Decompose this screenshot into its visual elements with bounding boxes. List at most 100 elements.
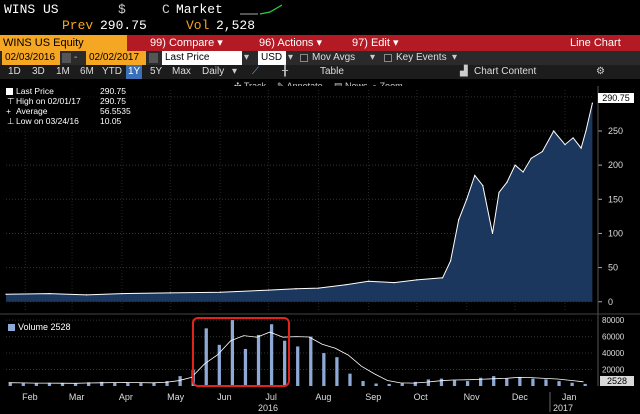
price-point <box>48 292 51 295</box>
edit-menu[interactable]: 97) Edit ▾ <box>348 35 399 51</box>
x-tick-label: Apr <box>119 392 133 402</box>
price-tick-label: 250 <box>608 126 623 136</box>
price-point <box>393 282 395 284</box>
volume-bar <box>505 378 509 386</box>
price-field-select[interactable]: Last Price <box>162 51 242 65</box>
price-point <box>514 164 516 166</box>
mov-avgs-checkbox[interactable] <box>300 54 308 62</box>
chevron-down-icon[interactable]: ▾ <box>452 52 458 63</box>
x-tick-label: Dec <box>512 392 529 402</box>
key-events-label[interactable]: Key Events <box>396 52 447 63</box>
volume-bar <box>544 379 548 386</box>
range-1m[interactable]: 1M <box>56 66 70 77</box>
volume-tick-label: 20000 <box>602 366 625 375</box>
function-bar: WINS US Equity 99) Compare ▾ 96) Actions… <box>0 35 640 51</box>
price-point <box>474 174 476 176</box>
volume-bar <box>73 383 78 386</box>
start-date-field[interactable]: 02/03/2016 <box>2 51 60 65</box>
price-point <box>345 284 347 286</box>
volume-bar <box>139 383 143 386</box>
edit-number: 97) <box>352 37 368 49</box>
security-field[interactable]: WINS US Equity <box>0 35 127 51</box>
mov-avgs-label[interactable]: Mov Avgs <box>312 52 356 63</box>
actions-menu[interactable]: 96) Actions ▾ <box>255 35 322 51</box>
volume-bar <box>492 376 496 386</box>
volume-tick-label: 60000 <box>602 333 625 342</box>
price-point <box>85 294 88 296</box>
range-5y[interactable]: 5Y <box>150 66 163 77</box>
chevron-down-icon[interactable]: ▾ <box>232 66 238 77</box>
compare-label: Compare <box>168 37 215 49</box>
range-3d[interactable]: 3D <box>32 66 45 77</box>
x-tick-label: Jun <box>217 392 232 402</box>
x-tick-label: May <box>167 392 185 402</box>
chevron-down-icon: ▾ <box>393 37 399 49</box>
price-point <box>585 130 587 132</box>
market-label: Market <box>176 2 223 17</box>
volume-bar <box>413 381 417 386</box>
last-price-tag: 290.75 <box>598 93 634 103</box>
volume-bar <box>426 379 431 386</box>
range-ytd[interactable]: YTD <box>102 66 122 77</box>
price-point <box>5 293 7 295</box>
price-point <box>591 102 593 104</box>
volume-bar <box>518 376 522 386</box>
volume-bar <box>204 328 208 386</box>
volume-highlight-box <box>192 317 290 387</box>
price-legend: Last Price 290.75 ⊤ High on 02/01/17 290… <box>4 86 142 131</box>
x-tick-label: Feb <box>22 392 38 402</box>
crosshair-icon[interactable]: ╂ <box>282 66 289 77</box>
price-point <box>498 191 500 194</box>
range-max[interactable]: Max <box>172 66 191 77</box>
volume-bar <box>230 320 235 386</box>
volume-bar <box>296 346 300 386</box>
currency-select[interactable]: USD <box>258 51 286 65</box>
x-tick-label: Oct <box>414 392 429 402</box>
volume-bar <box>374 383 378 386</box>
chart-content-button[interactable]: Chart Content <box>474 66 537 77</box>
view-label: Line Chart <box>570 37 621 49</box>
volume-tag: 2528 <box>600 376 634 386</box>
price-point <box>458 219 460 221</box>
volume-bar <box>113 382 117 386</box>
end-date-field[interactable]: 02/02/2017 <box>86 51 146 65</box>
volume-bar <box>361 381 365 386</box>
price-tick-label: 0 <box>608 297 613 307</box>
volume-bar <box>87 382 91 386</box>
volume-legend: Volume 2528 <box>8 322 71 332</box>
volume-bar <box>335 357 339 386</box>
calendar-icon[interactable] <box>62 53 71 63</box>
range-6m[interactable]: 6M <box>80 66 94 77</box>
key-events-checkbox[interactable] <box>384 54 392 62</box>
chart-content-icon: ▟ <box>460 66 468 77</box>
price-point <box>169 292 171 294</box>
volume-bar <box>465 381 470 386</box>
frequency-select[interactable]: Daily <box>202 66 225 77</box>
price-point <box>553 130 555 132</box>
x-tick-label: Mar <box>69 392 85 402</box>
price-point <box>295 288 297 290</box>
calendar-icon[interactable] <box>149 53 158 63</box>
range-1y[interactable]: 1Y <box>126 65 143 79</box>
chevron-down-icon[interactable]: ▾ <box>370 52 376 63</box>
gear-icon[interactable]: ⚙ <box>596 66 605 77</box>
volume-bar <box>309 336 313 386</box>
chevron-down-icon[interactable]: ▾ <box>288 52 294 63</box>
volume-bar <box>34 383 39 386</box>
compare-menu[interactable]: 99) Compare ▾ <box>146 35 223 51</box>
chevron-down-icon[interactable]: ▾ <box>244 52 250 63</box>
range-1d[interactable]: 1D <box>8 66 21 77</box>
actions-label: Actions <box>277 37 314 49</box>
volume-bar <box>348 373 352 386</box>
legend-low-label: Low on 03/24/16 <box>16 116 79 126</box>
price-point <box>416 279 418 281</box>
x-tick-label: Nov <box>464 392 481 402</box>
volume-bar <box>570 382 574 386</box>
volume-bar <box>269 324 274 386</box>
chevron-down-icon: ▾ <box>217 37 223 49</box>
price-point <box>121 292 123 295</box>
line-chart-icon[interactable]: ⟋ <box>252 66 259 77</box>
price-area <box>6 103 593 302</box>
table-button[interactable]: Table <box>320 66 344 77</box>
